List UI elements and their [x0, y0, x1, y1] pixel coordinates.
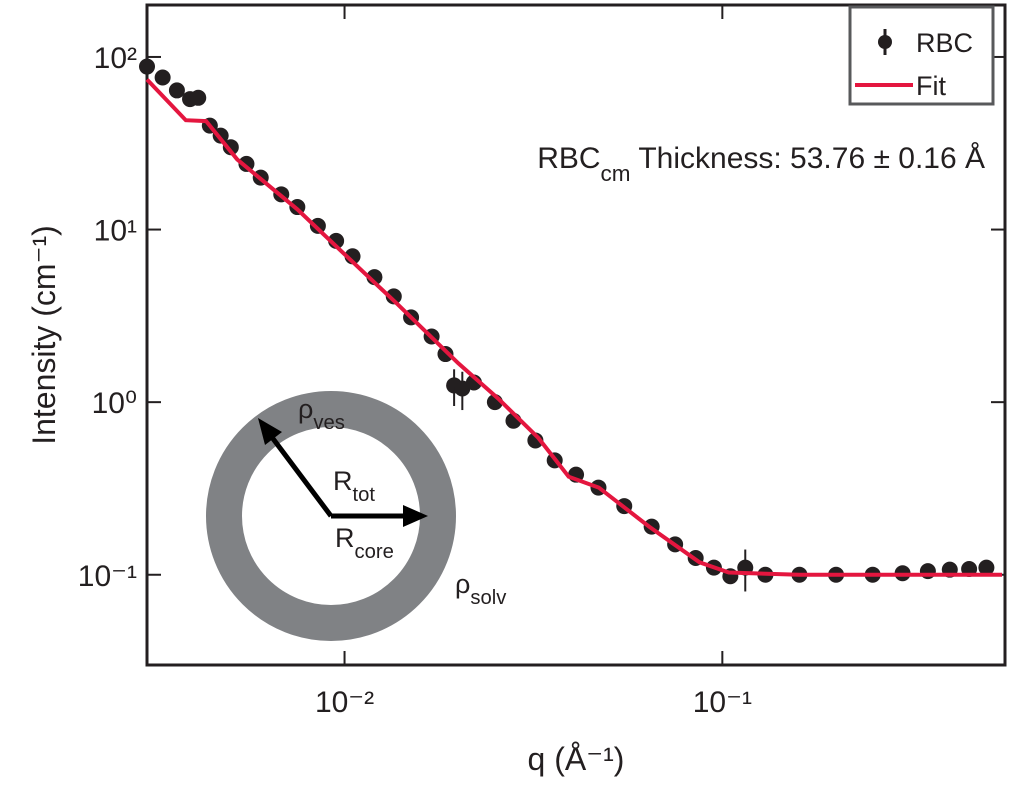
diagram-label: ρves [298, 394, 345, 434]
data-point [309, 217, 326, 234]
arrowhead [258, 418, 282, 445]
data-point [385, 288, 402, 305]
data-point [139, 58, 155, 75]
vesicle-shell [206, 391, 456, 641]
diagram-label-base: R [335, 523, 355, 553]
x-axis-label: q (Å⁻¹) [528, 741, 625, 777]
y-tick-label: 10⁰ [92, 387, 137, 420]
y-tick-label: 10⁻¹ [78, 560, 137, 593]
arrowhead [403, 505, 428, 527]
data-point [437, 346, 454, 363]
diagram-label-sub: core [355, 541, 394, 563]
diagram-label-base: R [333, 466, 353, 496]
y-tick-label: 10² [94, 42, 137, 75]
legend-box [848, 5, 995, 106]
annotation-rest: Thickness: 53.76 ± 0.16 Å [631, 142, 985, 175]
diagram-label: ρsolv [455, 569, 507, 609]
diagram-label-base: ρ [455, 569, 470, 599]
y-axis-label: Intensity (cm⁻¹) [26, 225, 62, 445]
diagram-label: Rtot [333, 466, 375, 506]
plot-frame [145, 3, 1007, 667]
diagram-label-base: ρ [298, 394, 313, 424]
legend-label: RBC [916, 28, 973, 58]
diagram-label-sub: solv [470, 587, 507, 609]
vesicle-diagram [206, 391, 456, 641]
x-tick-label: 10⁻¹ [693, 686, 752, 719]
y-tick-label: 10¹ [94, 215, 137, 248]
legend-label: Fit [916, 71, 946, 101]
data-point [168, 82, 185, 99]
diagram-label-sub: ves [313, 412, 345, 434]
annotation-base: RBC [537, 142, 600, 175]
fit-line [145, 78, 1002, 577]
data-point [222, 139, 239, 156]
diagram-label-sub: tot [353, 484, 376, 506]
diagram-label: Rcore [335, 523, 394, 563]
x-tick-label: 10⁻² [315, 686, 374, 719]
legend-swatch [878, 35, 892, 49]
annotation-sub: cm [601, 161, 631, 186]
data-point [978, 559, 995, 576]
annotation: RBCcm Thickness: 53.76 ± 0.16 Å [537, 142, 985, 186]
arrow-r-tot [266, 430, 333, 518]
data-point [190, 89, 207, 106]
data-point [154, 69, 171, 86]
